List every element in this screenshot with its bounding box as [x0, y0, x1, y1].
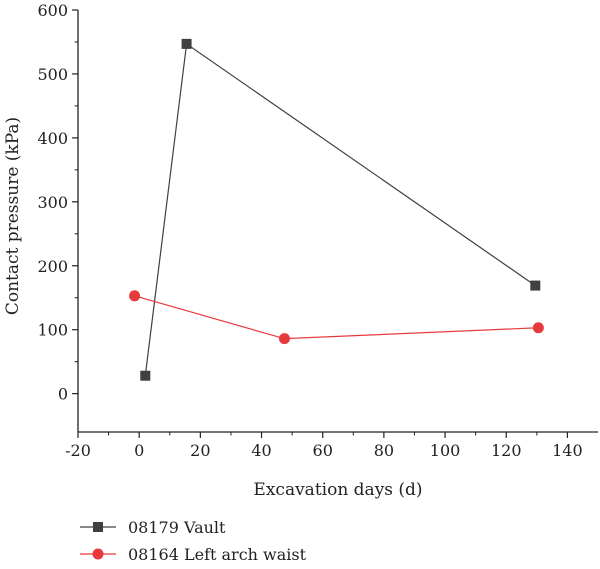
- series-layer: [129, 38, 544, 381]
- y-tick-label: 600: [37, 1, 68, 20]
- x-tick-label: 0: [134, 441, 144, 460]
- series-line: [134, 295, 539, 340]
- x-tick-label: 100: [430, 441, 461, 460]
- x-tick-label: -20: [65, 441, 91, 460]
- data-point: [278, 333, 290, 345]
- plot-frame: [77, 10, 598, 433]
- legend-label: 08164 Left arch waist: [128, 545, 307, 564]
- legend-marker: [92, 548, 104, 560]
- y-axis-ticks: 0 100 200 300 400 500 600: [37, 1, 78, 404]
- x-tick-label: 120: [491, 441, 522, 460]
- x-axis-ticks: -20 0 20 40 60 80 100 120 140: [65, 432, 583, 460]
- y-tick-label: 400: [37, 129, 68, 148]
- y-tick-label: 300: [37, 193, 68, 212]
- y-tick-label: 100: [37, 321, 68, 340]
- y-tick-label: 500: [37, 65, 68, 84]
- x-axis-title: Excavation days (d): [253, 480, 422, 500]
- legend-marker: [93, 522, 103, 532]
- y-axis-title: Contact pressure (kPa): [3, 117, 23, 315]
- y-tick-label: 0: [58, 385, 68, 404]
- y-tick-label: 200: [37, 257, 68, 276]
- x-tick-label: 20: [190, 441, 210, 460]
- legend: 08179 Vault 08164 Left arch waist: [80, 518, 307, 564]
- x-tick-label: 140: [552, 441, 583, 460]
- data-point: [129, 290, 141, 302]
- x-tick-label: 80: [374, 441, 394, 460]
- legend-label: 08179 Vault: [128, 518, 226, 537]
- data-point: [140, 370, 151, 381]
- series-line: [144, 42, 536, 376]
- data-point: [532, 322, 544, 334]
- x-tick-label: 40: [251, 441, 271, 460]
- data-point: [181, 38, 192, 49]
- x-tick-label: 60: [313, 441, 333, 460]
- data-point: [530, 280, 541, 291]
